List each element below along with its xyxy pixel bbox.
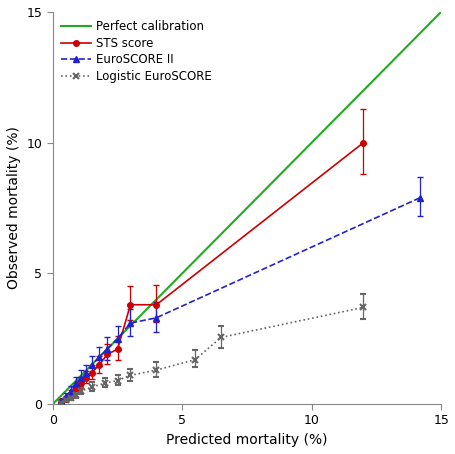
Y-axis label: Observed mortality (%): Observed mortality (%) — [7, 127, 21, 290]
X-axis label: Predicted mortality (%): Predicted mortality (%) — [166, 433, 327, 447]
Legend: Perfect calibration, STS score, EuroSCORE II, Logistic EuroSCORE: Perfect calibration, STS score, EuroSCOR… — [59, 18, 214, 85]
